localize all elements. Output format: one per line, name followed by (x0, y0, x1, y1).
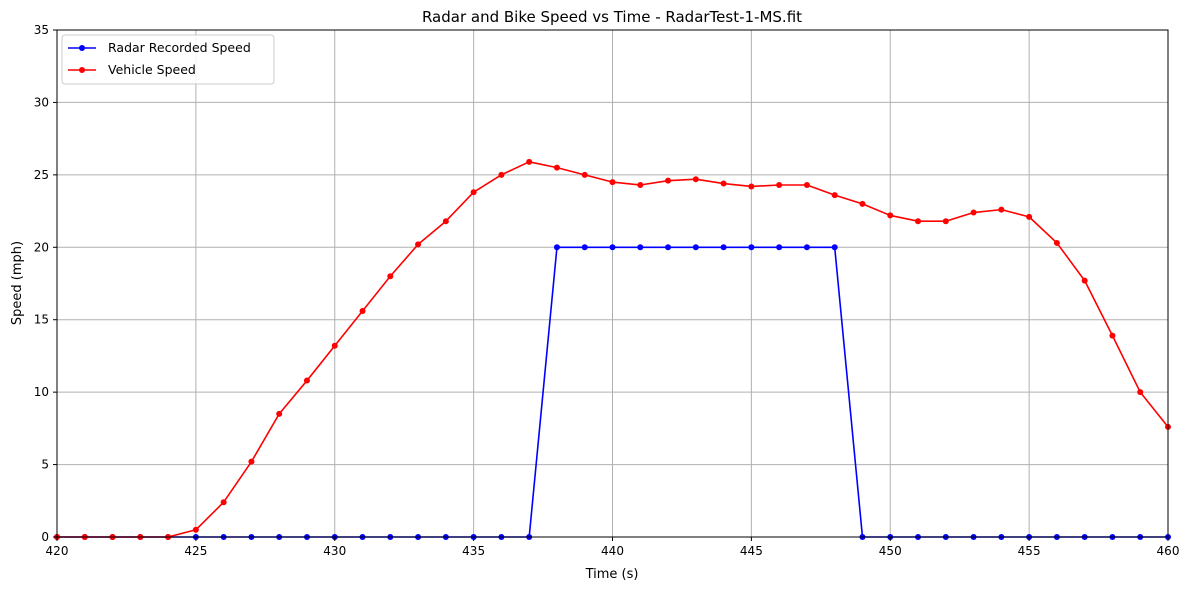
data-point (1109, 332, 1116, 339)
data-point (887, 212, 894, 219)
legend-label: Radar Recorded Speed (108, 40, 251, 55)
data-point (526, 158, 533, 165)
data-point (442, 218, 449, 225)
data-series (54, 158, 1171, 540)
y-tick-label: 20 (34, 240, 49, 254)
data-point (387, 273, 394, 280)
data-point (1137, 389, 1144, 396)
axis-ticks: 420 425 430 435 440 445 450 455 460 0 5 10 15 20 25 30 3… (34, 23, 1180, 558)
data-point (637, 181, 644, 188)
data-point (470, 189, 477, 196)
legend-marker (79, 45, 85, 51)
data-point (331, 342, 338, 349)
data-point (609, 179, 616, 186)
data-point (692, 244, 699, 251)
x-tick-label: 425 (184, 544, 207, 558)
data-point (803, 244, 810, 251)
x-tick-label: 460 (1157, 544, 1180, 558)
data-point (942, 218, 949, 225)
data-point (748, 183, 755, 190)
data-point (553, 244, 560, 251)
legend-item: Radar Recorded Speed (68, 40, 251, 55)
data-point (581, 244, 588, 251)
data-point (665, 177, 672, 184)
data-point (776, 244, 783, 251)
x-tick-label: 435 (462, 544, 485, 558)
data-point (1026, 213, 1033, 220)
data-point (665, 244, 672, 251)
data-point (1053, 239, 1060, 246)
y-axis-label: Speed (mph) (10, 241, 25, 325)
data-point (720, 180, 727, 187)
data-point (359, 308, 366, 315)
legend-box (61, 34, 275, 85)
data-point (220, 499, 227, 506)
data-point (637, 244, 644, 251)
x-tick-label: 420 (46, 544, 69, 558)
data-point (776, 181, 783, 188)
data-point (498, 171, 505, 178)
data-point (831, 244, 838, 251)
data-point (609, 244, 616, 251)
data-point (859, 200, 866, 207)
x-axis-label: Time (s) (585, 567, 639, 582)
y-tick-label: 25 (34, 168, 49, 182)
data-point (692, 176, 699, 183)
data-point (720, 244, 727, 251)
data-point (192, 526, 199, 533)
data-point (1081, 277, 1088, 284)
y-tick-label: 30 (34, 95, 49, 109)
legend-label: Vehicle Speed (108, 62, 196, 77)
data-point (915, 218, 922, 225)
data-point (831, 192, 838, 199)
x-tick-label: 445 (740, 544, 763, 558)
legend: Radar Recorded Speed Vehicle Speed (61, 34, 275, 85)
y-tick-label: 10 (34, 385, 49, 399)
data-point (415, 241, 422, 248)
data-point (248, 458, 255, 465)
data-point (803, 181, 810, 188)
data-point (970, 209, 977, 216)
legend-marker (79, 67, 85, 73)
data-point (748, 244, 755, 251)
x-tick-label: 450 (879, 544, 902, 558)
y-tick-label: 5 (41, 458, 49, 472)
data-point (553, 164, 560, 171)
x-tick-label: 440 (601, 544, 624, 558)
y-tick-label: 0 (41, 530, 49, 544)
x-tick-label: 430 (323, 544, 346, 558)
x-tick-label: 455 (1018, 544, 1041, 558)
data-point (276, 410, 283, 417)
data-point (303, 377, 310, 384)
legend-item: Vehicle Speed (68, 62, 196, 77)
series-vehicle-speed (54, 158, 1171, 540)
y-tick-label: 15 (34, 313, 49, 327)
data-point (998, 206, 1005, 213)
y-tick-label: 35 (34, 23, 49, 37)
chart-title: Radar and Bike Speed vs Time - RadarTest… (422, 8, 802, 26)
data-point (581, 171, 588, 178)
